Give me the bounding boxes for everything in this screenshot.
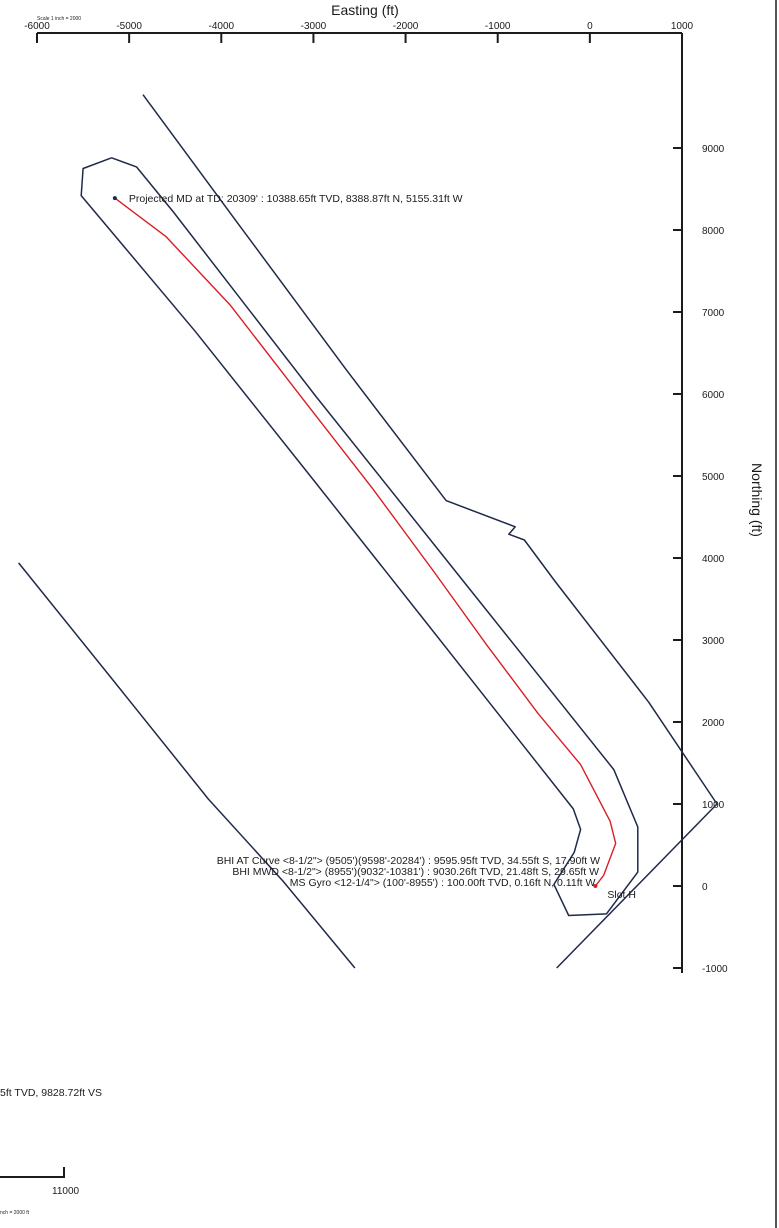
y-tick-label: 1000 bbox=[702, 800, 725, 811]
section-view-fragment-label: 5ft TVD, 9828.72ft VS bbox=[0, 1087, 102, 1099]
x-tick-label: -6000 bbox=[24, 21, 50, 32]
y-tick-label: -1000 bbox=[702, 964, 728, 975]
slot-marker bbox=[593, 884, 598, 888]
x-tick-label: 0 bbox=[587, 21, 593, 32]
y-tick-label: 3000 bbox=[702, 636, 725, 647]
survey-annotation: BHI AT Curve <8-1/2"> (9505')(9598'-2028… bbox=[217, 855, 600, 867]
survey-annotation: MS Gyro <12-1/4"> (100'-8955') : 100.00f… bbox=[290, 877, 596, 889]
axes: -6000 -5000 -4000 -3000 -2000 -1000 0 1000 9000 8… bbox=[24, 21, 728, 975]
scale-note: Scale 1 inch = 2000 bbox=[37, 16, 81, 22]
x-axis-title: Easting (ft) bbox=[331, 2, 399, 18]
y-tick-label: 0 bbox=[702, 882, 708, 893]
x-tick-label: -4000 bbox=[208, 21, 234, 32]
section-view-fragment-scale: nch = 2000 ft bbox=[0, 1210, 30, 1216]
slot-label: Slot H bbox=[607, 889, 636, 901]
y-tick-label: 6000 bbox=[702, 390, 725, 401]
projected-td-marker bbox=[112, 196, 117, 201]
y-axis-title: Northing (ft) bbox=[749, 463, 765, 537]
annotation-layer: Projected MD at TD: 20309' : 10388.65ft … bbox=[112, 193, 636, 901]
x-tick-label: -5000 bbox=[116, 21, 142, 32]
y-tick-label: 5000 bbox=[702, 472, 725, 483]
y-tick-label: 4000 bbox=[702, 554, 725, 565]
survey-annotation: BHI MWD <8-1/2"> (8955')(9032'-10381') :… bbox=[232, 866, 599, 878]
x-tick-label: -3000 bbox=[301, 21, 327, 32]
section-view-fragment-axis bbox=[0, 1167, 65, 1178]
section-view-fragment-tick: 11000 bbox=[52, 1186, 80, 1197]
y-tick-label: 8000 bbox=[702, 226, 725, 237]
x-tick-label: 1000 bbox=[671, 21, 694, 32]
wellbore-path-line bbox=[114, 197, 617, 887]
plan-boundary-line-3 bbox=[18, 562, 356, 969]
y-tick-label: 7000 bbox=[702, 308, 725, 319]
projected-td-annotation: Projected MD at TD: 20309' : 10388.65ft … bbox=[129, 193, 463, 205]
x-tick-label: -1000 bbox=[485, 21, 511, 32]
y-tick-label: 2000 bbox=[702, 718, 725, 729]
series-layer bbox=[18, 94, 718, 969]
y-tick-label: 9000 bbox=[702, 144, 725, 155]
x-tick-label: -2000 bbox=[393, 21, 419, 32]
plan-boundary-line-1 bbox=[80, 157, 639, 917]
plan-boundary-line-2 bbox=[142, 94, 718, 969]
